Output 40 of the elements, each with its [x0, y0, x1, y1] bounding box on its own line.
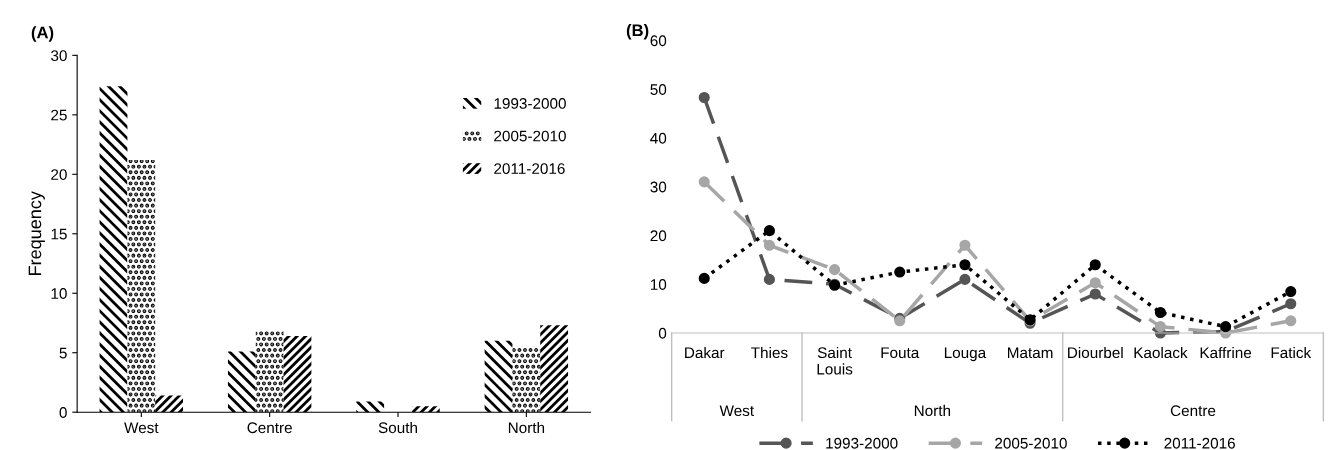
y-tick-label: 40: [650, 132, 667, 144]
y-tick-label: 50: [650, 84, 667, 95]
x-tick-label: North: [508, 421, 545, 434]
x-tick-label: Fatick: [1271, 346, 1312, 359]
legend-label: 2011-2016: [494, 163, 565, 175]
x-tick-label: Thies: [751, 346, 788, 359]
x-tick-label: Dakar: [685, 346, 725, 359]
y-tick-label: 20: [51, 169, 67, 180]
y-tick-label: 10: [51, 288, 67, 299]
chart-title: (B): [626, 23, 649, 40]
text: Centre: [1170, 405, 1216, 417]
legend-label: 2005-2010: [995, 437, 1067, 449]
y-tick-label: 25: [51, 109, 67, 121]
y-tick-label: 60: [650, 35, 667, 47]
x-tick-label: Fouta: [881, 347, 920, 359]
x-tick-label: Centre: [247, 422, 292, 434]
text: North: [914, 404, 951, 417]
y-tick-label: 30: [650, 181, 667, 193]
x-tick-label: Matam: [1007, 347, 1053, 359]
x-tick-label: West: [124, 422, 159, 434]
y-tick-label: 10: [650, 279, 667, 290]
x-tick-label: Louga: [944, 347, 987, 362]
legend-label: 1993-2000: [494, 98, 566, 109]
text: West: [719, 405, 754, 417]
y-tick-label: 15: [51, 228, 67, 240]
x-tick-label: South: [378, 421, 417, 434]
x-tick-label: Saint Louis: [817, 346, 853, 375]
x-tick-label: Kaffrine: [1200, 346, 1252, 359]
x-tick-label: Kaolack: [1134, 346, 1188, 359]
y-tick-label: 5: [59, 347, 67, 359]
x-tick-label: Diourbel: [1068, 346, 1123, 359]
y-axis-title: Frequency: [28, 191, 45, 275]
y-tick-label: 20: [650, 230, 667, 242]
y-tick-label: 0: [59, 407, 67, 418]
legend-label: 2005-2010: [494, 130, 566, 142]
legend-label: 1993-2000: [826, 437, 898, 449]
y-tick-label: 30: [51, 50, 67, 62]
chart-title: (A): [31, 26, 54, 42]
legend-label: 2011-2016: [1164, 437, 1235, 449]
y-tick-label: 0: [658, 327, 667, 339]
